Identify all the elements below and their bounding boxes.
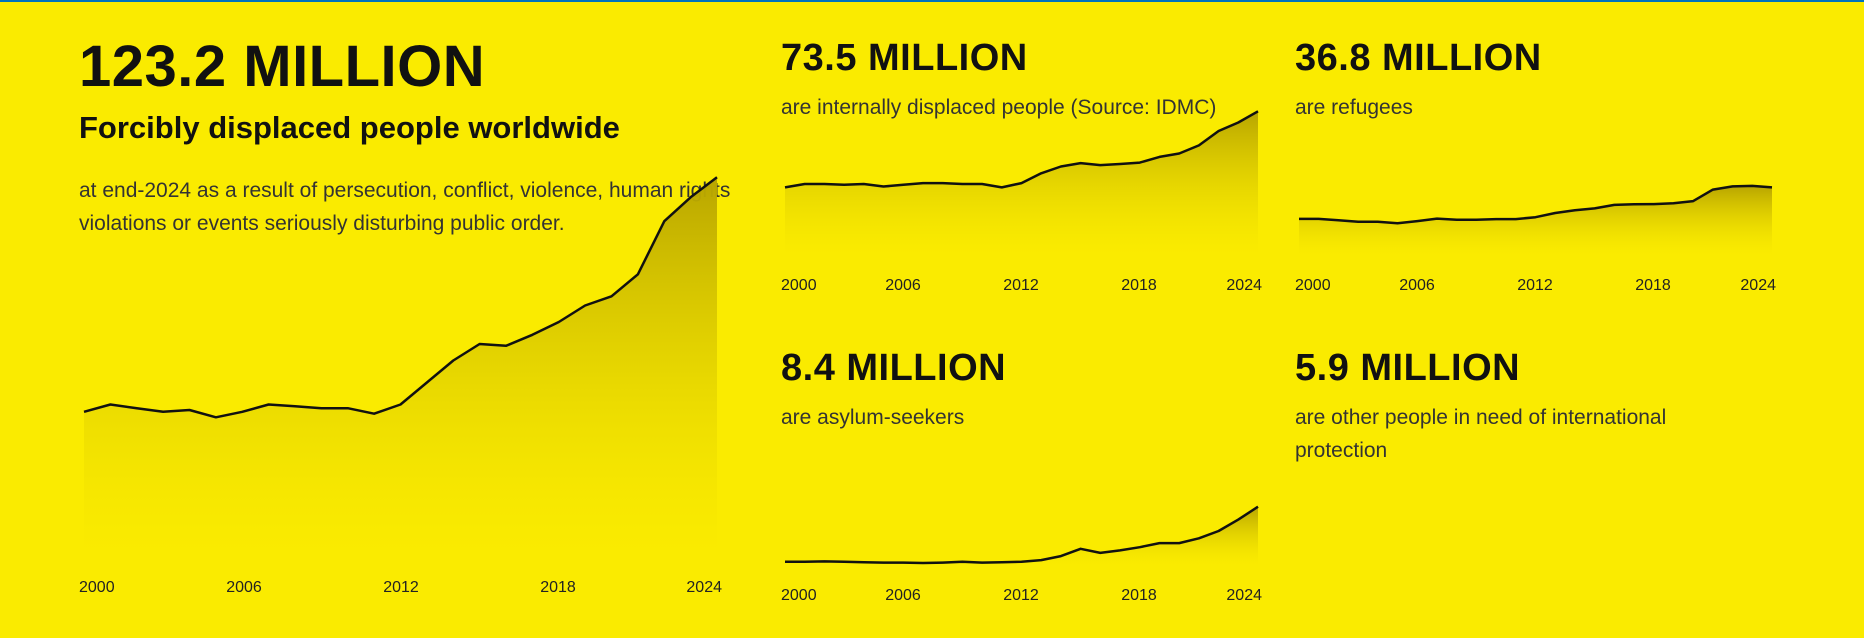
chart-refugees-area: [1299, 185, 1772, 255]
chart-refugees-line: [1299, 184, 1773, 225]
chart-refugees-tick-label: 2012: [1517, 277, 1553, 294]
chart-refugees-tick-label: 2024: [1740, 277, 1776, 294]
chart-total-tick-label: 2018: [540, 579, 576, 596]
chart-idp-tick-label: 2018: [1121, 277, 1157, 294]
other-value: 5.9 MILLION: [1295, 347, 1521, 389]
chart-total-line: [83, 176, 718, 419]
main-description: at end-2024 as a result of persecution, …: [79, 179, 731, 235]
refugees-description: are refugees: [1295, 96, 1413, 119]
chart-total-tick-label: 2000: [79, 579, 115, 596]
chart-refugees-tick-label: 2000: [1295, 277, 1331, 294]
chart-asylum-tick-label: 2006: [885, 587, 921, 604]
chart-idp: 2000 2006 2012 2018 2024: [781, 110, 1262, 294]
chart-total: 2000 2006 2012 2018 2024: [79, 176, 722, 596]
chart-idp-tick-label: 2000: [781, 277, 817, 294]
idp-description: are internally displaced people (Source:…: [781, 96, 1217, 119]
chart-idp-tick-label: 2012: [1003, 277, 1039, 294]
chart-idp-line: [784, 110, 1259, 189]
chart-total-tick-label: 2006: [226, 579, 262, 596]
chart-asylum-tick-label: 2000: [781, 587, 817, 604]
chart-asylum-tick-label: 2012: [1003, 587, 1039, 604]
asylum-value: 8.4 MILLION: [781, 347, 1007, 389]
chart-idp-tick-label: 2006: [885, 277, 921, 294]
chart-asylum-area: [785, 506, 1258, 565]
chart-refugees: 2000 2006 2012 2018 2024: [1295, 184, 1776, 294]
idp-value: 73.5 MILLION: [781, 37, 1028, 79]
chart-asylum-tick-label: 2024: [1226, 587, 1262, 604]
chart-asylum: 2000 2006 2012 2018 2024: [781, 505, 1262, 604]
top-border: [0, 0, 1864, 2]
other-description: are other people in need of internationa…: [1295, 406, 1667, 462]
chart-total-tick-label: 2012: [383, 579, 419, 596]
main-heading: Forcibly displaced people worldwide: [79, 110, 620, 145]
chart-total-tick-label: 2024: [686, 579, 722, 596]
chart-asylum-tick-label: 2018: [1121, 587, 1157, 604]
chart-asylum-line: [785, 505, 1259, 565]
refugees-value: 36.8 MILLION: [1295, 37, 1542, 79]
chart-idp-tick-label: 2024: [1226, 277, 1262, 294]
chart-total-area: [84, 177, 717, 553]
chart-refugees-tick-label: 2006: [1399, 277, 1435, 294]
asylum-description: are asylum-seekers: [781, 406, 965, 429]
total-displaced-value: 123.2 MILLION: [79, 34, 486, 99]
chart-refugees-tick-label: 2018: [1635, 277, 1671, 294]
